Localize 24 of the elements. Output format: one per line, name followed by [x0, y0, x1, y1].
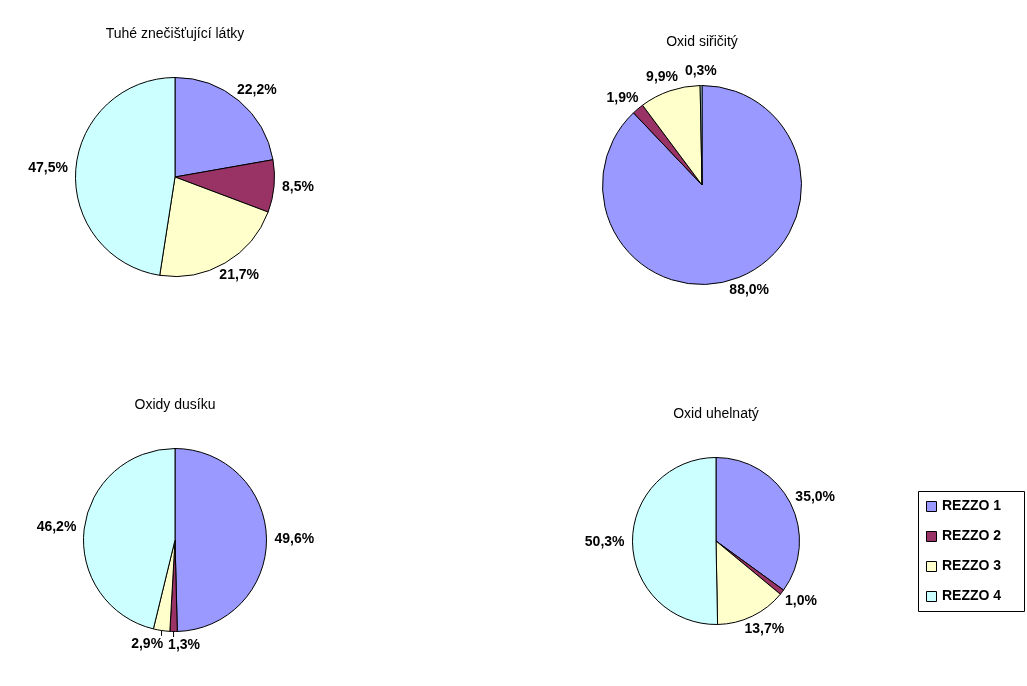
data-label: 0,3% — [684, 62, 718, 79]
legend-label: REZZO 2 — [942, 526, 1002, 543]
data-label: 8,5% — [281, 178, 315, 195]
chart-title: Oxid siřičitý — [666, 32, 738, 49]
data-label: 2,9% — [131, 635, 164, 652]
chart-title: Tuhé znečišťující látky — [105, 24, 245, 41]
data-label: 21,7% — [219, 265, 260, 282]
data-label: 1,0% — [784, 591, 818, 608]
data-label: 13,7% — [744, 619, 785, 636]
chart-title: Oxidy dusíku — [134, 395, 216, 412]
data-label: 46,2% — [36, 518, 77, 535]
data-label: 9,9% — [646, 68, 679, 85]
legend-label: REZZO 4 — [942, 586, 1002, 603]
data-label: 22,2% — [237, 80, 278, 97]
data-label: 47,5% — [28, 159, 69, 176]
legend-label: REZZO 3 — [942, 556, 1002, 573]
data-label: 35,0% — [795, 487, 836, 504]
data-label: 1,9% — [606, 89, 639, 106]
legend-label: REZZO 1 — [942, 496, 1002, 513]
data-label: 88,0% — [729, 281, 770, 298]
data-label: 1,3% — [168, 636, 201, 653]
data-label: 50,3% — [584, 532, 626, 549]
data-label: 49,6% — [274, 529, 315, 546]
chart-title: Oxid uhelnatý — [673, 404, 759, 421]
